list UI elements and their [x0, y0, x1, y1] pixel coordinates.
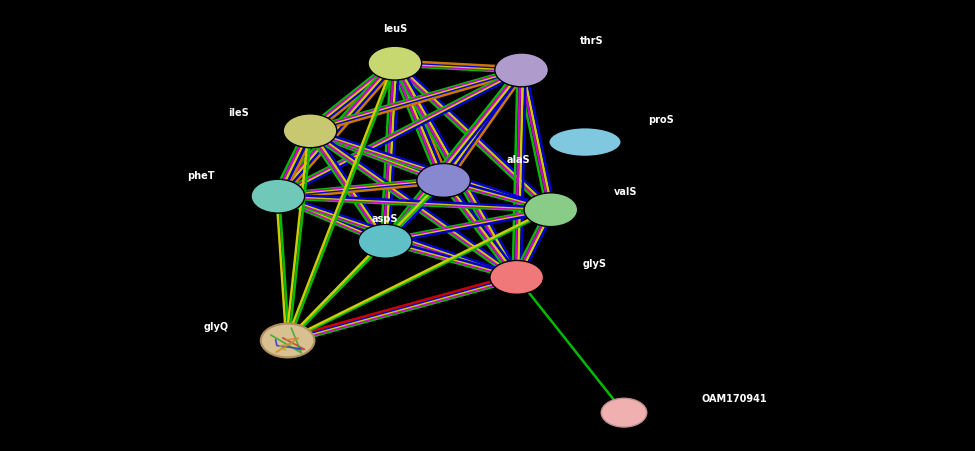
Ellipse shape — [252, 179, 304, 213]
Ellipse shape — [525, 193, 577, 226]
Ellipse shape — [369, 46, 421, 80]
Text: glyQ: glyQ — [204, 322, 229, 332]
Ellipse shape — [284, 114, 337, 148]
Ellipse shape — [494, 53, 548, 87]
Text: glyS: glyS — [583, 259, 607, 269]
Text: valS: valS — [614, 187, 638, 197]
Ellipse shape — [489, 261, 544, 295]
Text: OAM170941: OAM170941 — [702, 394, 767, 404]
Text: alaS: alaS — [507, 155, 530, 165]
Text: proS: proS — [648, 115, 674, 124]
Ellipse shape — [261, 324, 314, 357]
Ellipse shape — [417, 164, 470, 198]
Ellipse shape — [549, 128, 621, 156]
Text: ileS: ileS — [228, 108, 249, 118]
Text: pheT: pheT — [187, 171, 214, 181]
Text: leuS: leuS — [383, 24, 407, 34]
Text: aspS: aspS — [371, 214, 399, 224]
Ellipse shape — [602, 398, 646, 427]
Text: thrS: thrS — [580, 36, 604, 46]
Ellipse shape — [359, 225, 411, 258]
